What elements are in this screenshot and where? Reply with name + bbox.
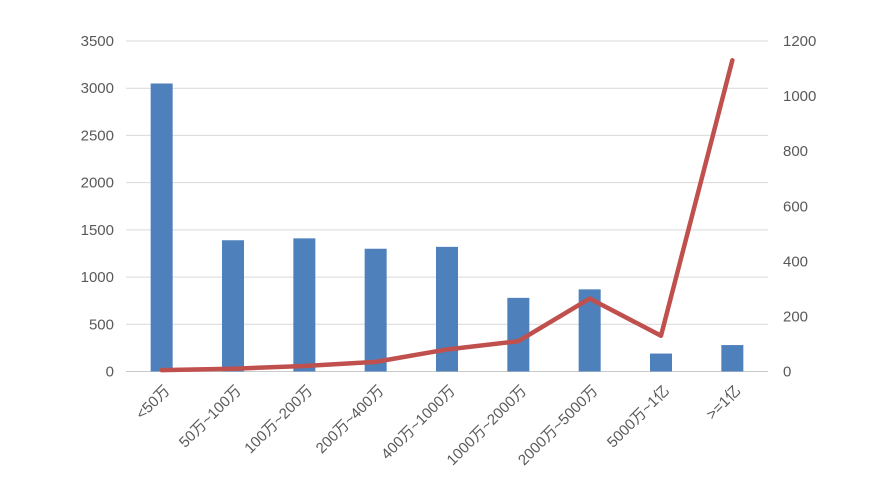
bar	[578, 289, 601, 372]
bar	[436, 246, 458, 372]
x-axis-labels: <50万 50万~100万100万~200万200万~400万400万~1000万…	[133, 382, 744, 469]
y-left-tick-label: 500	[89, 316, 114, 333]
y-left-tick-label: 2000	[81, 175, 114, 192]
y-left-tick-label: 1500	[81, 222, 114, 239]
x-tick-label: >=1亿	[703, 382, 744, 423]
y-right-tick-label: 800	[783, 143, 808, 160]
x-tick-label: <50万	[133, 382, 174, 423]
bar	[293, 238, 316, 372]
bar-series	[150, 83, 744, 372]
y-right-tick-label: 1000	[783, 88, 816, 105]
bar	[650, 353, 672, 372]
bar	[222, 240, 244, 372]
x-tick-label: 5000万~1亿	[604, 382, 673, 451]
bar	[721, 345, 744, 372]
y-right-tick-label: 200	[783, 308, 808, 325]
y-left-tick-label: 0	[106, 364, 114, 381]
y-left-tick-label: 1000	[81, 269, 114, 286]
bar	[150, 83, 173, 372]
x-tick-label: 100万~200万	[241, 382, 316, 457]
y-left-tick-label: 3500	[81, 33, 114, 50]
y-left-tick-label: 3000	[81, 80, 114, 97]
x-tick-label: 200万~400万	[313, 382, 388, 457]
y-right-tick-label: 0	[783, 364, 791, 381]
x-tick-label: 400万~1000万	[378, 382, 459, 463]
bar	[507, 297, 530, 372]
y-right-tick-label: 1200	[783, 33, 816, 50]
y-right-tick-label: 400	[783, 253, 808, 270]
line-series-path	[159, 58, 735, 373]
y-left-axis-labels: 0 500 1000 1500 2000 2500 3000 3500	[81, 33, 114, 381]
y-right-axis-labels: 0 200 400 600 800 1000 1200	[783, 33, 816, 381]
x-tick-label: 50万~100万	[176, 382, 245, 451]
y-left-tick-label: 2500	[81, 127, 114, 144]
y-right-tick-label: 600	[783, 198, 808, 215]
bar	[364, 248, 387, 372]
